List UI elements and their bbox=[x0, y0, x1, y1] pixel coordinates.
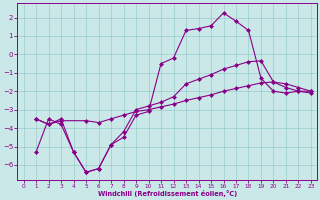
X-axis label: Windchill (Refroidissement éolien,°C): Windchill (Refroidissement éolien,°C) bbox=[98, 190, 237, 197]
